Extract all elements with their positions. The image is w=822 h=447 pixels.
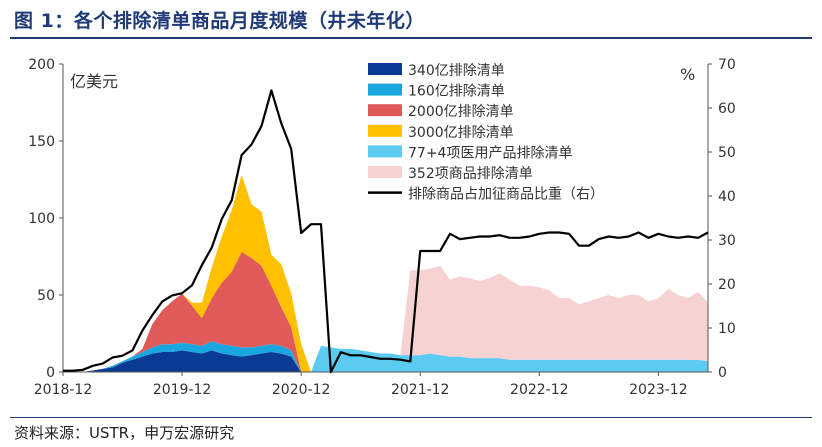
area-352 <box>63 174 708 372</box>
legend-label: 3000亿排除清单 <box>408 125 514 141</box>
legend-swatch <box>368 124 402 137</box>
ratio-line <box>63 89 709 374</box>
right-tick-label: 20 <box>718 277 736 293</box>
left-tick-label: 0 <box>46 365 55 381</box>
area-2000 <box>63 251 708 372</box>
right-tick-label: 0 <box>718 365 727 381</box>
left-tick-label: 200 <box>28 57 55 73</box>
x-tick-label: 2021-12 <box>391 382 450 398</box>
legend-swatch <box>368 104 402 117</box>
x-tick-label: 2018-12 <box>34 382 93 398</box>
right-tick-label: 70 <box>718 57 736 73</box>
legend-label: 352项商品排除清单 <box>408 166 533 182</box>
legend-label: 160亿排除清单 <box>408 84 505 100</box>
right-tick-label: 10 <box>718 321 736 337</box>
legend-swatch <box>368 83 402 96</box>
x-tick-label: 2019-12 <box>153 382 212 398</box>
x-tick-label: 2020-12 <box>272 382 331 398</box>
area-340 <box>63 350 708 372</box>
right-tick-label: 30 <box>718 233 736 249</box>
footer-divider <box>10 417 812 418</box>
chart-title: 图 1：各个排除清单商品月度规模（井未年化） <box>14 10 425 32</box>
title-divider <box>10 37 812 39</box>
legend-label: 77+4项医用产品排除清单 <box>408 145 572 161</box>
left-tick-label: 100 <box>28 211 55 227</box>
x-tick-label: 2023-12 <box>629 382 688 398</box>
source-note: 资料来源：USTR，申万宏源研究 <box>14 424 235 442</box>
legend-swatch <box>368 166 402 178</box>
legend-label: 2000亿排除清单 <box>408 104 514 120</box>
x-tick-label: 2022-12 <box>510 382 569 398</box>
right-tick-label: 40 <box>718 189 736 205</box>
right-unit-label: % <box>680 65 695 84</box>
right-tick-label: 50 <box>718 145 736 161</box>
left-tick-label: 150 <box>28 134 55 150</box>
left-tick-label: 50 <box>37 288 55 304</box>
area-160 <box>63 341 708 372</box>
right-tick-label: 60 <box>718 101 736 117</box>
legend-label: 排除商品占加征商品比重（右） <box>408 187 604 203</box>
left-unit-label: 亿美元 <box>70 72 118 91</box>
legend-swatch <box>368 145 402 158</box>
legend-swatch <box>368 63 402 75</box>
legend-label: 340亿排除清单 <box>408 63 505 79</box>
